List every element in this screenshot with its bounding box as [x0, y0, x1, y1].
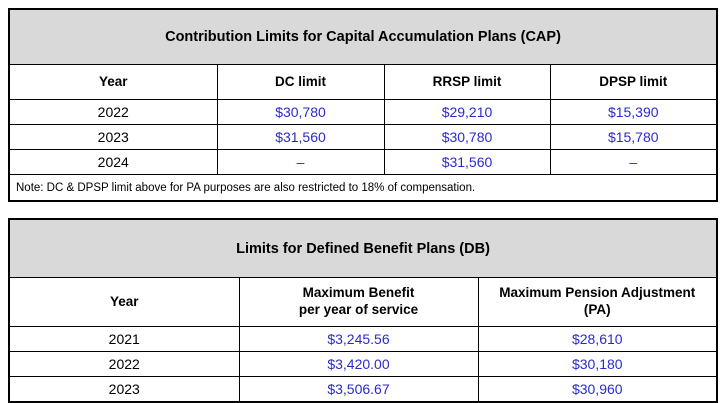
cap-note-text: Note: DC & DPSP limit above for PA purpo… — [8, 174, 718, 202]
cap-rrsp-limit-cell: $30,780 — [383, 124, 551, 150]
db-year-cell: 2022 — [8, 351, 240, 377]
db-header-max-benefit-line2: per year of service — [298, 302, 419, 317]
db-year-cell: 2023 — [8, 376, 240, 403]
cap-header-dpsp-limit: DPSP limit — [549, 64, 718, 100]
db-year-cell: 2021 — [8, 326, 240, 352]
db-header-max-pa-line1: Maximum Pension Adjustment — [499, 285, 696, 301]
db-max-benefit-cell: $3,506.67 — [238, 376, 479, 403]
db-limits-table: Limits for Defined Benefit Plans (DB) Ye… — [8, 218, 719, 403]
cap-year-cell: 2024 — [8, 149, 218, 175]
cap-dpsp-limit-cell: $15,780 — [549, 124, 718, 150]
cap-header-year: Year — [8, 64, 218, 100]
cap-dc-limit-cell: – — [216, 149, 385, 175]
table-row: 2023 $3,506.67 $30,960 — [8, 376, 718, 403]
cap-limits-table: Contribution Limits for Capital Accumula… — [8, 8, 718, 202]
db-max-benefit-cell: $3,420.00 — [238, 351, 479, 377]
cap-header-row: Year DC limit RRSP limit DPSP limit — [8, 64, 718, 100]
db-table-title: Limits for Defined Benefit Plans (DB) — [8, 218, 718, 278]
cap-table-title: Contribution Limits for Capital Accumula… — [8, 8, 718, 65]
cap-dc-limit-cell: $31,560 — [216, 124, 385, 150]
db-max-benefit-cell: $3,245.56 — [238, 326, 479, 352]
db-header-year-line: Year — [109, 293, 139, 309]
cap-year-cell: 2023 — [8, 124, 218, 150]
cap-rrsp-limit-cell: $29,210 — [383, 99, 551, 125]
cap-header-rrsp-limit: RRSP limit — [383, 64, 551, 100]
cap-year-cell: 2022 — [8, 99, 218, 125]
db-title-row: Limits for Defined Benefit Plans (DB) — [8, 218, 718, 278]
cap-header-dc-limit: DC limit — [216, 64, 385, 100]
table-row: 2024 – $31,560 – — [8, 149, 718, 175]
table-row: 2021 $3,245.56 $28,610 — [8, 326, 718, 352]
db-header-max-pa-line2: (PA) — [583, 302, 611, 317]
db-header-row: Year Maximum Benefit per year of service… — [8, 277, 718, 327]
db-header-year: Year — [8, 277, 240, 327]
db-header-max-pa: Maximum Pension Adjustment (PA) — [477, 277, 718, 327]
table-row: 2022 $3,420.00 $30,180 — [8, 351, 718, 377]
cap-dc-limit-cell: $30,780 — [216, 99, 385, 125]
cap-note-row: Note: DC & DPSP limit above for PA purpo… — [8, 174, 718, 202]
db-max-pa-cell: $30,960 — [477, 376, 718, 403]
table-row: 2022 $30,780 $29,210 $15,390 — [8, 99, 718, 125]
db-header-max-benefit: Maximum Benefit per year of service — [238, 277, 479, 327]
cap-title-row: Contribution Limits for Capital Accumula… — [8, 8, 718, 65]
db-max-pa-cell: $28,610 — [477, 326, 718, 352]
cap-dpsp-limit-cell: – — [549, 149, 718, 175]
db-max-pa-cell: $30,180 — [477, 351, 718, 377]
db-header-max-benefit-line1: Maximum Benefit — [302, 285, 415, 301]
cap-dpsp-limit-cell: $15,390 — [549, 99, 718, 125]
table-row: 2023 $31,560 $30,780 $15,780 — [8, 124, 718, 150]
cap-rrsp-limit-cell: $31,560 — [383, 149, 551, 175]
